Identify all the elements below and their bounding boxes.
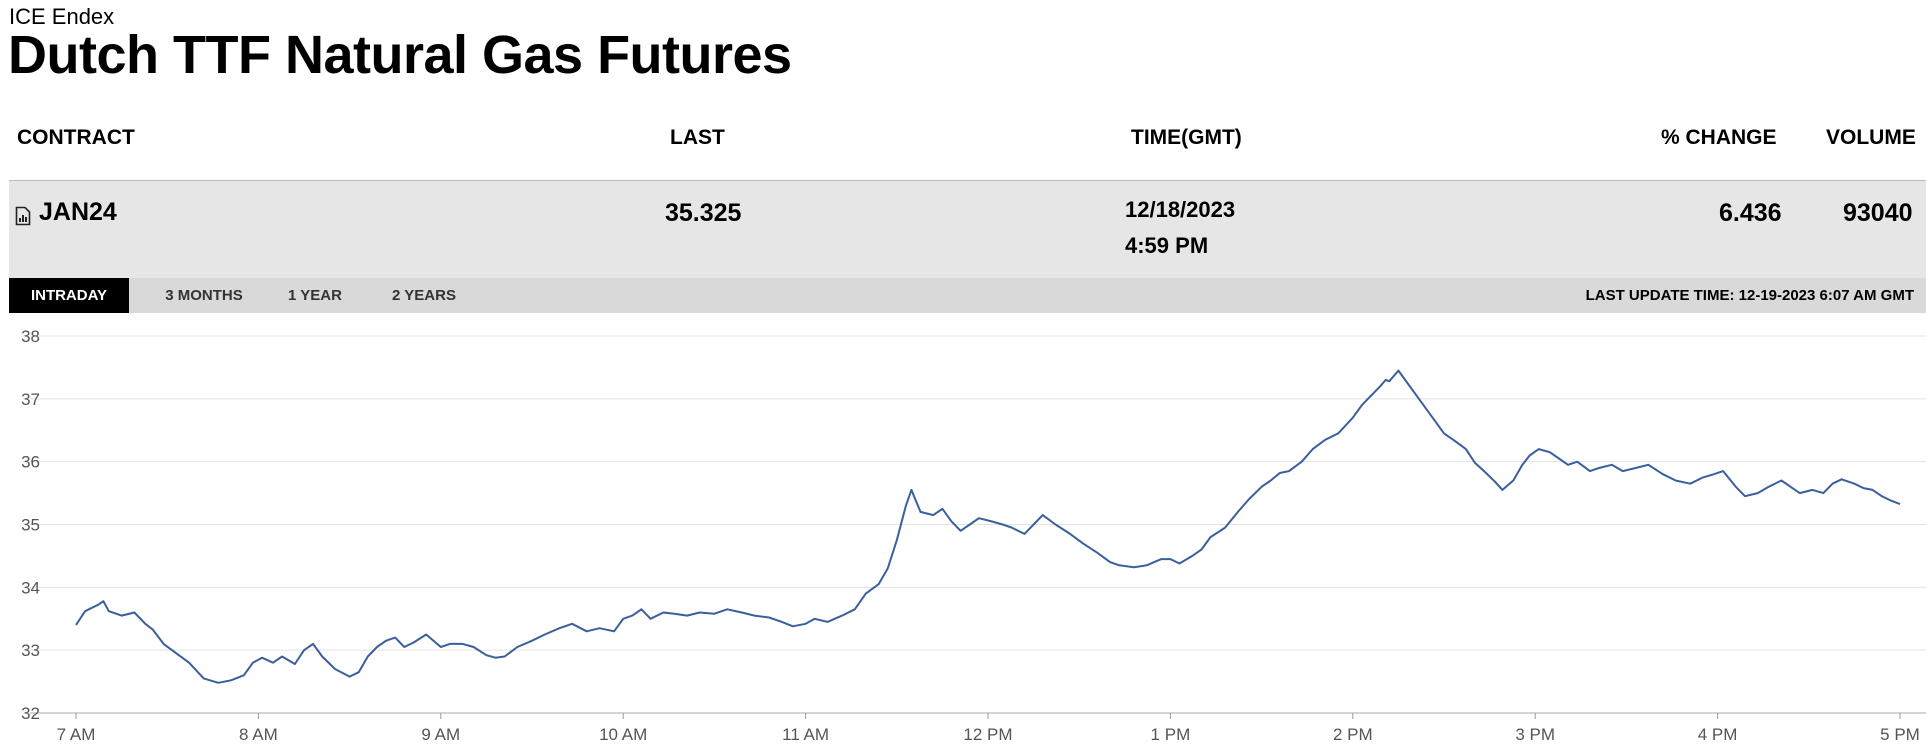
price-chart: 32 33 34 35 36 37 38 7 AM 8 AM 9 AM 10 AM 11 AM 12 P…: [21, 327, 1926, 744]
contract-code[interactable]: JAN24: [39, 198, 117, 226]
page-title: Dutch TTF Natural Gas Futures: [8, 25, 792, 85]
column-header-pct-change: % CHANGE: [1661, 126, 1777, 149]
pct-change-value: 6.436: [1719, 199, 1782, 227]
x-tick-label: 1 PM: [1151, 725, 1191, 744]
y-tick-label: 35: [21, 516, 40, 535]
contract-row[interactable]: JAN24 35.325 12/18/2023 4:59 PM 6.436 93…: [9, 180, 1926, 279]
x-tick-label: 5 PM: [1880, 725, 1920, 744]
column-header-last: LAST: [670, 126, 725, 149]
exchange-name: ICE Endex: [9, 4, 115, 29]
last-update-time: LAST UPDATE TIME: 12-19-2023 6:07 AM GMT: [1585, 287, 1914, 304]
tab-intraday[interactable]: INTRADAY: [9, 278, 129, 313]
x-tick-label: 2 PM: [1333, 725, 1373, 744]
x-tick-label: 4 PM: [1698, 725, 1738, 744]
x-tick-label: 11 AM: [782, 725, 829, 744]
volume-value: 93040: [1843, 199, 1913, 227]
y-tick-label: 32: [21, 704, 40, 723]
column-header-volume: VOLUME: [1826, 126, 1916, 149]
y-tick-label: 37: [21, 390, 40, 409]
tab-1-year[interactable]: 1 YEAR: [288, 287, 342, 304]
y-tick-label: 33: [21, 641, 40, 660]
trade-time: 4:59 PM: [1125, 233, 1209, 258]
x-tick-label: 3 PM: [1515, 725, 1555, 744]
x-tick-label: 9 AM: [421, 725, 460, 744]
column-header-time: TIME(GMT): [1131, 126, 1242, 149]
tab-2-years[interactable]: 2 YEARS: [392, 287, 456, 304]
x-tick-label: 8 AM: [239, 725, 278, 744]
y-tick-label: 38: [21, 327, 40, 346]
column-header-contract: CONTRACT: [17, 126, 135, 149]
tab-3-months[interactable]: 3 MONTHS: [165, 287, 243, 304]
x-tick-label: 12 PM: [963, 725, 1012, 744]
period-tab-bar: INTRADAY 3 MONTHS 1 YEAR 2 YEARS LAST UP…: [9, 278, 1926, 313]
price-line: [75, 369, 1901, 684]
y-tick-label: 34: [21, 578, 40, 597]
last-price: 35.325: [665, 199, 742, 227]
y-tick-label: 36: [21, 453, 40, 472]
x-tick-label: 10 AM: [599, 725, 647, 744]
chart-icon[interactable]: [15, 206, 31, 226]
trade-date: 12/18/2023: [1125, 197, 1236, 222]
x-tick-label: 7 AM: [57, 725, 96, 744]
